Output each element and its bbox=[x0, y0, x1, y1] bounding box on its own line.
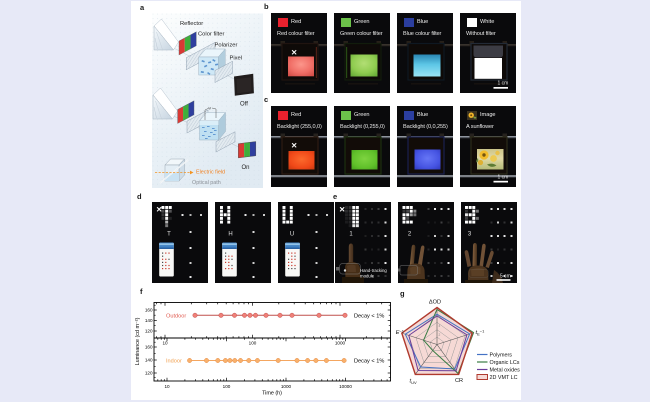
svg-text:Polarizer: Polarizer bbox=[215, 43, 238, 49]
svg-text:Decay < 1%: Decay < 1% bbox=[354, 359, 384, 365]
svg-text:100: 100 bbox=[223, 384, 231, 389]
svg-text:1000: 1000 bbox=[281, 384, 292, 389]
svg-text:140: 140 bbox=[145, 358, 153, 363]
svg-text:Hand-tracking: Hand-tracking bbox=[360, 268, 387, 273]
svg-text:Off: Off bbox=[240, 102, 248, 108]
svg-text:2: 2 bbox=[439, 333, 441, 337]
svg-text:160: 160 bbox=[145, 345, 153, 350]
svg-text:5 cm: 5 cm bbox=[500, 274, 511, 280]
svg-text:4: 4 bbox=[439, 324, 441, 328]
svg-text:Luminance (cd m⁻²): Luminance (cd m⁻²) bbox=[135, 317, 141, 365]
svg-text:120: 120 bbox=[145, 371, 153, 376]
svg-text:H: H bbox=[228, 232, 232, 238]
svg-text:1 cm: 1 cm bbox=[498, 81, 509, 87]
svg-text:E−1: E−1 bbox=[396, 329, 405, 337]
svg-text:10: 10 bbox=[164, 384, 170, 389]
svg-text:CR: CR bbox=[455, 378, 463, 384]
svg-text:Optical path: Optical path bbox=[192, 180, 221, 186]
svg-text:T: T bbox=[167, 232, 171, 238]
svg-text:ΔOD: ΔOD bbox=[429, 300, 441, 306]
svg-text:Pixel: Pixel bbox=[230, 55, 243, 61]
svg-text:tE−1: tE−1 bbox=[476, 329, 486, 337]
svg-text:V: V bbox=[209, 106, 212, 111]
svg-text:1000: 1000 bbox=[335, 341, 346, 346]
svg-text:On: On bbox=[241, 165, 249, 171]
svg-text:Decay < 1%: Decay < 1% bbox=[354, 313, 384, 319]
svg-text:Color filter: Color filter bbox=[198, 31, 224, 37]
svg-text:3: 3 bbox=[468, 232, 472, 238]
svg-text:Metal oxides: Metal oxides bbox=[490, 368, 521, 374]
svg-text:tUV: tUV bbox=[410, 379, 417, 386]
svg-text:10: 10 bbox=[162, 341, 168, 346]
svg-text:1 cm: 1 cm bbox=[498, 175, 509, 181]
svg-text:Electric field: Electric field bbox=[196, 170, 225, 176]
svg-text:module: module bbox=[360, 274, 375, 279]
svg-text:6: 6 bbox=[439, 315, 441, 319]
svg-text:Outdoor: Outdoor bbox=[166, 313, 186, 319]
svg-text:U: U bbox=[290, 232, 294, 238]
svg-text:2D VMT LC: 2D VMT LC bbox=[490, 375, 518, 381]
svg-text:Indoor: Indoor bbox=[166, 359, 182, 365]
svg-text:Organic LCs: Organic LCs bbox=[490, 360, 520, 366]
svg-text:2: 2 bbox=[408, 232, 412, 238]
svg-text:Time (h): Time (h) bbox=[262, 391, 282, 397]
svg-text:1: 1 bbox=[349, 232, 353, 238]
svg-text:160: 160 bbox=[145, 308, 153, 313]
svg-text:Polymers: Polymers bbox=[490, 353, 513, 359]
svg-text:100: 100 bbox=[249, 341, 257, 346]
svg-text:Reflector: Reflector bbox=[180, 21, 203, 27]
svg-text:120: 120 bbox=[145, 329, 153, 334]
svg-text:140: 140 bbox=[145, 318, 153, 323]
svg-text:10000: 10000 bbox=[339, 384, 352, 389]
